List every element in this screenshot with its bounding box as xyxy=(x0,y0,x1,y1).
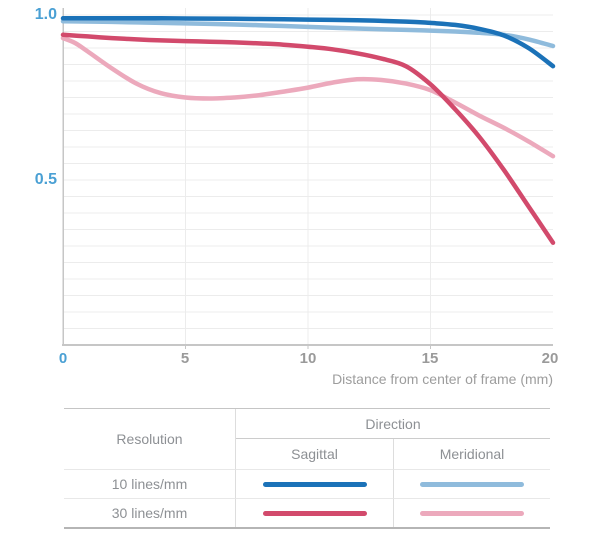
swatch-10-meridional xyxy=(420,481,524,487)
x-tick-label-5: 5 xyxy=(180,350,190,367)
legend-table: Resolution Direction Sagittal Meridional… xyxy=(64,408,550,529)
x-tick-label-20: 20 xyxy=(541,350,559,367)
legend-header-sagittal: Sagittal xyxy=(236,439,394,469)
swatch-10-sagittal xyxy=(262,481,367,487)
x-tick-label-0: 0 xyxy=(58,350,68,367)
swatch-30-meridional xyxy=(420,510,524,516)
y-tick-label-0.5: 0.5 xyxy=(34,171,57,188)
y-tick-label-1.0: 1.0 xyxy=(34,6,57,23)
x-tick-label-10: 10 xyxy=(299,350,317,367)
legend-swatch-cell xyxy=(236,469,394,498)
x-tick-label-15: 15 xyxy=(421,350,439,367)
legend-row-label-30-lines: 30 lines/mm xyxy=(64,498,236,527)
swatch-30-sagittal xyxy=(262,510,367,516)
legend-header-meridional: Meridional xyxy=(439,446,505,462)
legend-swatch-cell xyxy=(394,469,550,498)
legend-swatch-cell xyxy=(394,498,550,527)
legend-header-resolution: Resolution xyxy=(64,409,236,469)
mtf-chart: 1.0 0.5 0 5 10 15 20 Distance from cente… xyxy=(34,6,559,387)
legend-header-direction: Direction xyxy=(236,409,550,439)
mtf-chart-svg xyxy=(60,8,556,349)
legend-row-label-10-lines: 10 lines/mm xyxy=(64,469,236,498)
x-axis-title: Distance from center of frame (mm) xyxy=(332,371,553,387)
legend-swatch-cell xyxy=(236,498,394,527)
